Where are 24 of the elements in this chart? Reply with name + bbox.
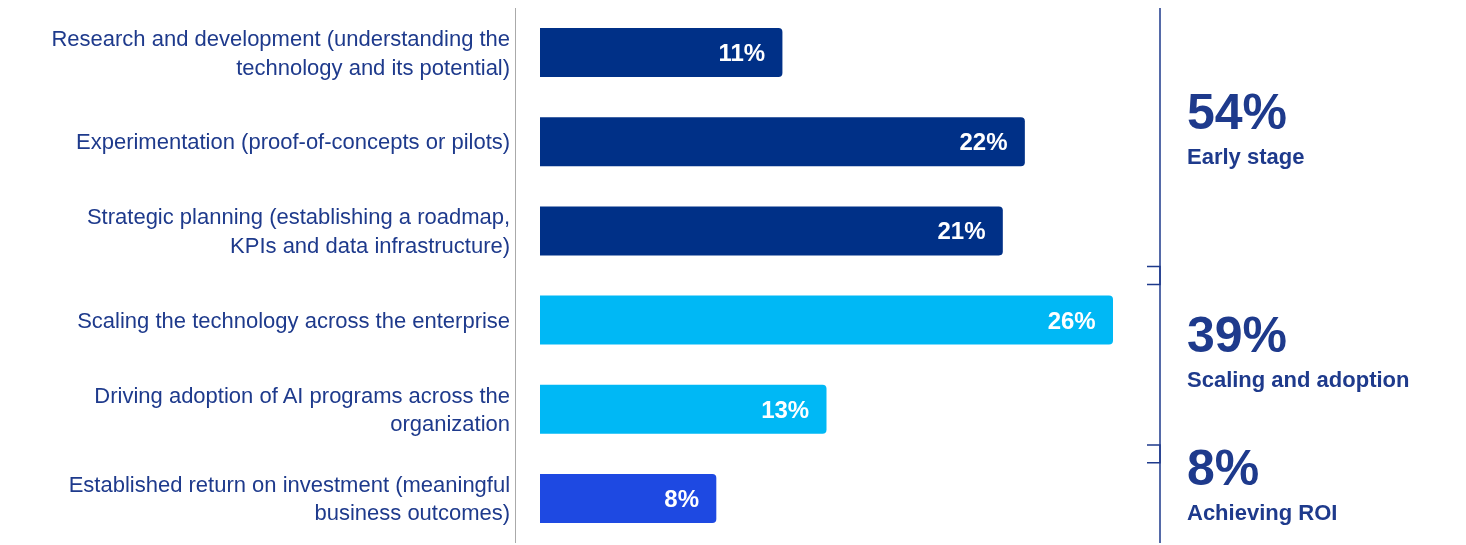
text: Achieving ROI (1187, 500, 1338, 525)
text: 54% (1187, 84, 1288, 140)
data-label: 13% (761, 395, 823, 423)
text: Scaling and adoption (1187, 367, 1410, 392)
bar (540, 295, 1113, 345)
text: 8% (1187, 440, 1260, 496)
data-label: 26% (1047, 306, 1109, 334)
text: Early stage (1187, 144, 1305, 169)
y-tick-label: Established return on investment (meaningful business outcomes) (68, 471, 511, 526)
y-tick-label: Experimentation (proof-of-concepts or pilots) (76, 129, 511, 155)
bar (540, 206, 1003, 256)
text: 39% (1187, 307, 1288, 363)
data-label: 11% (718, 39, 779, 67)
bar (540, 28, 783, 78)
data-label: 21% (937, 217, 999, 245)
bar (540, 473, 717, 523)
data-label: 8% (664, 484, 713, 512)
data-label: 22% (959, 128, 1021, 156)
y-tick-label: Research and development (understanding the technology and its potential) (51, 25, 511, 80)
y-tick-label: Scaling the technology across the enterprise (77, 307, 511, 333)
bar (540, 384, 827, 434)
bar (540, 117, 1025, 167)
y-tick-label: Strategic planning (establishing a roadmap, KPIs and data infrastructure) (86, 204, 511, 258)
y-tick-label: Driving adoption of AI programs across the organization (94, 382, 511, 437)
